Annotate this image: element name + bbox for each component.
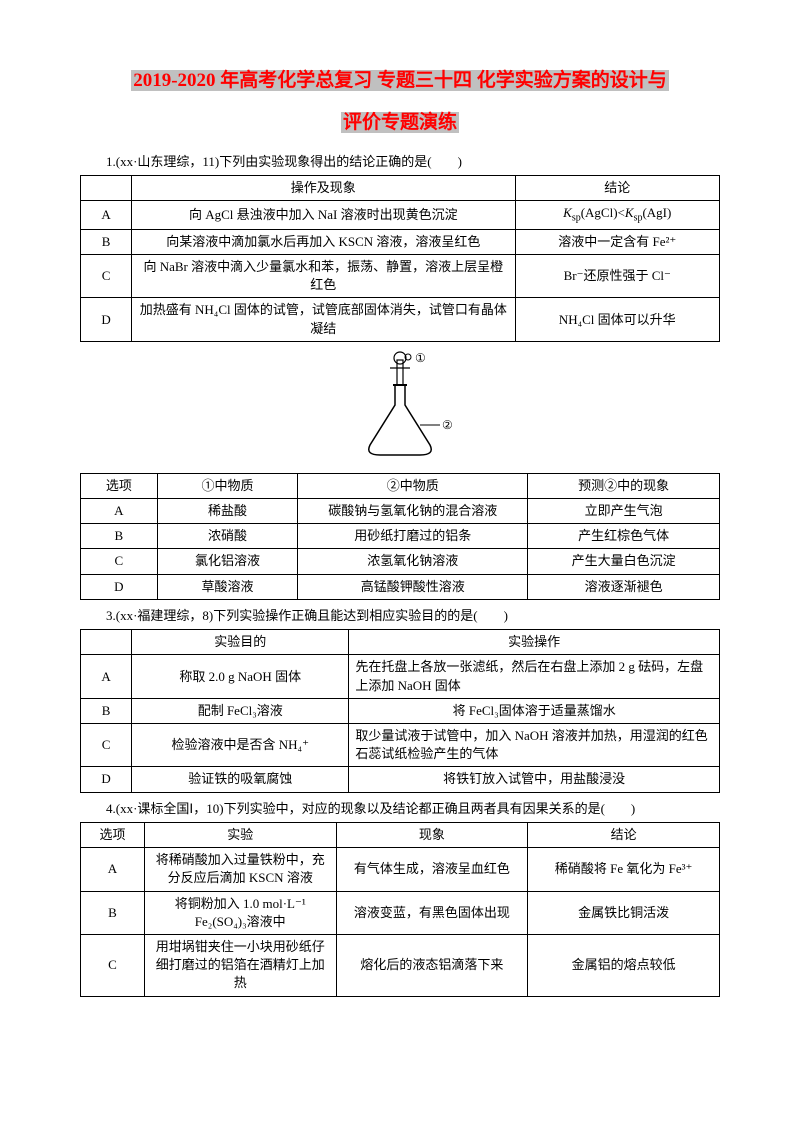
q1-r0c2: Ksp(AgCl)<Ksp(AgI): [515, 201, 719, 230]
table-row: A 称取 2.0 g NaOH 固体 先在托盘上各放一张滤纸，然后在右盘上添加 …: [81, 655, 720, 698]
q2-h2: ②中物质: [298, 473, 528, 498]
table-row: C 氯化铝溶液 浓氢氧化钠溶液 产生大量白色沉淀: [81, 549, 720, 574]
q4-intro: 4.(xx·课标全国Ⅰ，10)下列实验中，对应的现象以及结论都正确且两者具有因果…: [80, 799, 720, 819]
q1-r0c1: 向 AgCl 悬浊液中加入 NaI 溶液时出现黄色沉淀: [132, 201, 515, 230]
table-row: D 验证铁的吸氧腐蚀 将铁钉放入试管中，用盐酸浸没: [81, 767, 720, 792]
q3-h1: 实验目的: [132, 630, 349, 655]
table-row: D 加热盛有 NH₄Cl 固体的试管，试管底部固体消失，试管口有晶体凝结 NH₄…: [81, 298, 720, 341]
table-row: C 检验溶液中是否含 NH₄⁺ 取少量试液于试管中，加入 NaOH 溶液并加热，…: [81, 724, 720, 767]
q3-intro: 3.(xx·福建理综，8)下列实验操作正确且能达到相应实验目的的是( ): [80, 606, 720, 626]
table-row: B 将铜粉加入 1.0 mol·L⁻¹ Fe₂(SO₄)₃溶液中 溶液变蓝，有黑…: [81, 891, 720, 934]
q2-table: 选项 ①中物质 ②中物质 预测②中的现象 A 稀盐酸 碳酸钠与氢氧化钠的混合溶液…: [80, 473, 720, 600]
q1-table: 操作及现象 结论 A 向 AgCl 悬浊液中加入 NaI 溶液时出现黄色沉淀 K…: [80, 175, 720, 342]
q1-r0c0: A: [81, 201, 132, 230]
table-row: C 用坩埚钳夹住一小块用砂纸仔细打磨过的铝箔在酒精灯上加热 熔化后的液态铝滴落下…: [81, 935, 720, 997]
q1-r3c2: NH₄Cl 固体可以升华: [515, 298, 719, 341]
flask-icon: ① ②: [345, 350, 455, 460]
q2-h1: ①中物质: [157, 473, 298, 498]
q1-r2c0: C: [81, 255, 132, 298]
q2-h3: 预测②中的现象: [528, 473, 720, 498]
flask-label-2: ②: [442, 418, 453, 432]
q2-h0: 选项: [81, 473, 158, 498]
table-row: B 配制 FeCl₃溶液 将 FeCl₃固体溶于适量蒸馏水: [81, 698, 720, 723]
q1-r1c1: 向某溶液中滴加氯水后再加入 KSCN 溶液，溶液呈红色: [132, 229, 515, 254]
flask-label-1: ①: [415, 351, 426, 365]
q1-h0: [81, 176, 132, 201]
q1-r1c0: B: [81, 229, 132, 254]
q3-h0: [81, 630, 132, 655]
q1-r3c1: 加热盛有 NH₄Cl 固体的试管，试管底部固体消失，试管口有晶体凝结: [132, 298, 515, 341]
q1-r3c0: D: [81, 298, 132, 341]
q4-h0: 选项: [81, 823, 145, 848]
q3-h2: 实验操作: [349, 630, 720, 655]
table-row: A 稀盐酸 碳酸钠与氢氧化钠的混合溶液 立即产生气泡: [81, 499, 720, 524]
table-row: D 草酸溶液 高锰酸钾酸性溶液 溶液逐渐褪色: [81, 574, 720, 599]
q1-h2: 结论: [515, 176, 719, 201]
q1-intro: 1.(xx·山东理综，11)下列由实验现象得出的结论正确的是( ): [80, 152, 720, 172]
q4-h3: 结论: [528, 823, 720, 848]
table-row: A 将稀硝酸加入过量铁粉中，充分反应后滴加 KSCN 溶液 有气体生成，溶液呈血…: [81, 848, 720, 891]
q1-r2c2: Br⁻还原性强于 Cl⁻: [515, 255, 719, 298]
table-row: B 向某溶液中滴加氯水后再加入 KSCN 溶液，溶液呈红色 溶液中一定含有 Fe…: [81, 229, 720, 254]
q4-h2: 现象: [336, 823, 528, 848]
q1-r1c2: 溶液中一定含有 Fe²⁺: [515, 229, 719, 254]
q3-table: 实验目的 实验操作 A 称取 2.0 g NaOH 固体 先在托盘上各放一张滤纸…: [80, 629, 720, 792]
q4-h1: 实验: [144, 823, 336, 848]
table-row: A 向 AgCl 悬浊液中加入 NaI 溶液时出现黄色沉淀 Ksp(AgCl)<…: [81, 201, 720, 230]
table-row: C 向 NaBr 溶液中滴入少量氯水和苯，振荡、静置，溶液上层呈橙红色 Br⁻还…: [81, 255, 720, 298]
flask-diagram: ① ②: [80, 350, 720, 465]
q4-table: 选项 实验 现象 结论 A 将稀硝酸加入过量铁粉中，充分反应后滴加 KSCN 溶…: [80, 822, 720, 997]
doc-title-line2: 评价专题演练: [341, 112, 459, 133]
q1-h1: 操作及现象: [132, 176, 515, 201]
doc-title-line1: 2019-2020 年高考化学总复习 专题三十四 化学实验方案的设计与: [131, 70, 669, 91]
q1-r2c1: 向 NaBr 溶液中滴入少量氯水和苯，振荡、静置，溶液上层呈橙红色: [132, 255, 515, 298]
table-row: B 浓硝酸 用砂纸打磨过的铝条 产生红棕色气体: [81, 524, 720, 549]
